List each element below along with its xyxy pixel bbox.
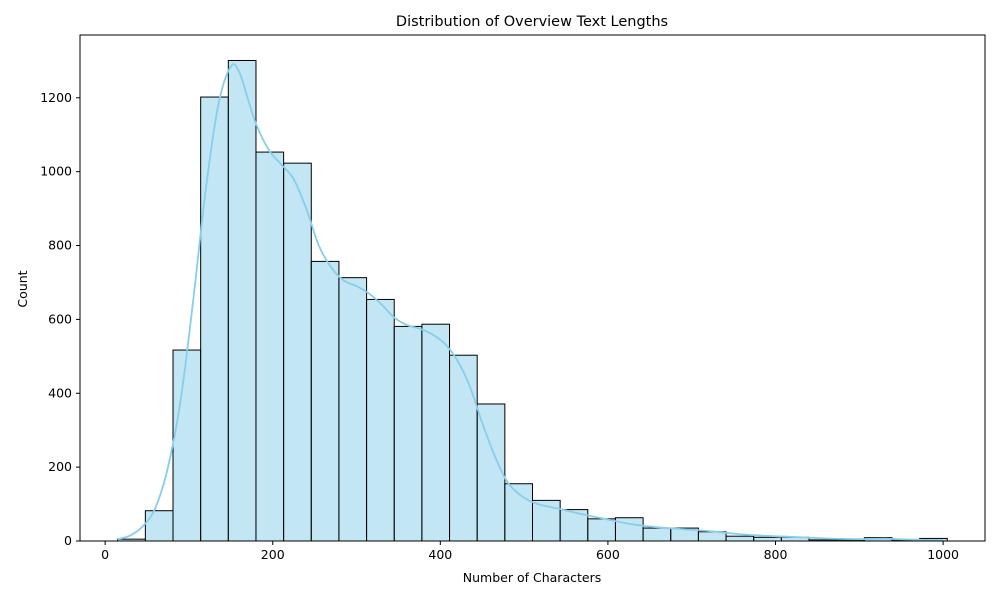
histogram-bar (255, 151, 285, 542)
y-tick-label: 1200 (40, 90, 72, 105)
x-tick-label: 600 (596, 547, 620, 562)
x-tick-label: 800 (764, 547, 788, 562)
y-tick-label: 1000 (40, 164, 72, 179)
histogram-bar (642, 527, 672, 542)
histogram-bar (753, 536, 782, 542)
plot-frame (79, 34, 986, 542)
y-axis-label: Count (15, 270, 30, 307)
x-axis-label: Number of Characters (463, 570, 601, 585)
kde-curve (117, 63, 944, 542)
histogram-bar (504, 483, 534, 542)
x-tick-label: 400 (428, 547, 452, 562)
histogram-bar (476, 403, 506, 542)
histogram-bar (587, 518, 616, 542)
histogram-bar (338, 277, 368, 542)
x-tick-label: 1000 (927, 547, 959, 562)
x-tick-label: 200 (261, 547, 285, 562)
y-tick-label: 800 (48, 238, 72, 253)
chart-title: Distribution of Overview Text Lengths (396, 14, 668, 30)
y-tick-label: 200 (48, 459, 72, 474)
y-tick-label: 600 (48, 311, 72, 326)
kde-group (117, 63, 944, 542)
histogram-bar (283, 162, 312, 542)
y-tick-label: 0 (64, 533, 72, 548)
histogram-bar (725, 535, 755, 542)
x-tick-label: 0 (101, 547, 109, 562)
histogram-bar (449, 354, 478, 542)
histogram-bar (144, 510, 174, 542)
histogram-bar (200, 96, 229, 542)
ticks-group: 0 200 400 600 800 1000 0 200 400 600 800 1000 1200 (40, 90, 959, 562)
histogram-bar (393, 325, 423, 542)
histogram-bar (310, 260, 340, 542)
histogram-bar (421, 323, 451, 542)
histogram-bar (227, 59, 257, 542)
histogram-bar (172, 349, 202, 542)
y-tick-label: 400 (48, 385, 72, 400)
histogram-bar (366, 298, 395, 542)
bars-group (117, 59, 948, 542)
axes-group (79, 34, 986, 542)
